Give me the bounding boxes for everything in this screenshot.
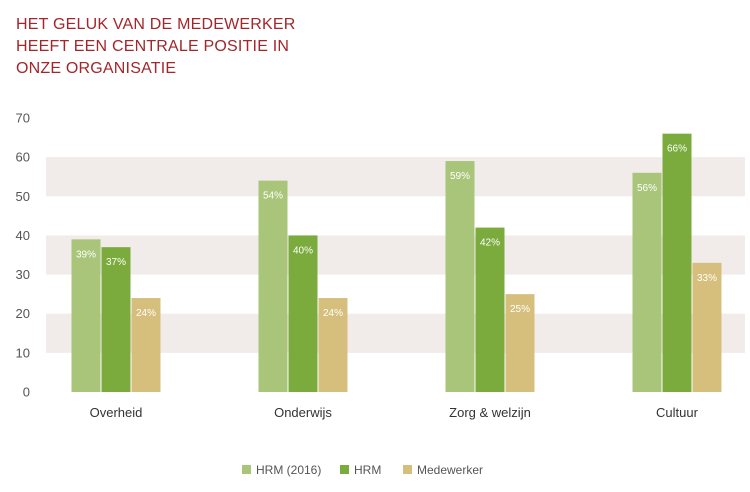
bar bbox=[131, 298, 161, 392]
bar bbox=[288, 235, 318, 392]
category-label: Cultuur bbox=[656, 405, 699, 420]
chart-title: HET GELUK VAN DE MEDEWERKER HEEFT EEN CE… bbox=[16, 14, 416, 80]
bar bbox=[692, 262, 722, 392]
data-label: 25% bbox=[510, 304, 530, 315]
category-label: Onderwijs bbox=[274, 405, 332, 420]
data-label: 42% bbox=[480, 238, 500, 249]
y-tick-label: 10 bbox=[16, 345, 30, 360]
bars: 39% 37% 24% 54% 40% 24% 59% 42% 25% 56% 66% 33% bbox=[71, 133, 722, 392]
chart-title-line-3: ONZE ORGANISATIE bbox=[16, 60, 177, 77]
data-label: 59% bbox=[450, 171, 470, 182]
grid-band bbox=[46, 313, 745, 353]
legend-swatch bbox=[340, 465, 349, 474]
data-label: 24% bbox=[136, 308, 156, 319]
data-label: 37% bbox=[106, 257, 126, 268]
chart-title-line-2: HEEFT EEN CENTRALE POSITIE IN bbox=[16, 38, 290, 55]
legend-label: HRM bbox=[354, 463, 381, 477]
bar bbox=[318, 298, 348, 392]
data-label: 40% bbox=[293, 245, 313, 256]
data-label: 33% bbox=[697, 273, 717, 284]
data-label: 66% bbox=[667, 144, 687, 155]
chart-title-line-1: HET GELUK VAN DE MEDEWERKER bbox=[16, 16, 296, 33]
x-axis: Overheid Onderwijs Zorg & welzijn Cultuur bbox=[90, 405, 699, 420]
bar bbox=[445, 161, 475, 392]
y-tick-label: 30 bbox=[16, 267, 30, 282]
bar bbox=[505, 294, 535, 392]
legend-label: HRM (2016) bbox=[256, 463, 321, 477]
y-tick-label: 0 bbox=[23, 385, 30, 400]
legend-label: Medewerker bbox=[417, 463, 483, 477]
grid-band bbox=[46, 157, 745, 197]
y-tick-label: 50 bbox=[16, 189, 30, 204]
y-tick-label: 40 bbox=[16, 228, 30, 243]
data-label: 54% bbox=[263, 191, 283, 202]
y-tick-label: 20 bbox=[16, 306, 30, 321]
y-tick-label: 70 bbox=[16, 111, 30, 126]
grid-bands bbox=[46, 157, 745, 353]
category-label: Zorg & welzijn bbox=[449, 405, 531, 420]
bar bbox=[662, 133, 692, 392]
bar bbox=[632, 172, 662, 392]
legend-swatch bbox=[242, 465, 251, 474]
bar bbox=[101, 247, 131, 392]
data-label: 56% bbox=[637, 183, 657, 194]
bar bbox=[71, 239, 101, 392]
data-label: 39% bbox=[76, 249, 96, 260]
grid-band bbox=[46, 235, 745, 275]
bar bbox=[258, 180, 288, 392]
bar bbox=[475, 227, 505, 392]
data-label: 24% bbox=[323, 308, 343, 319]
legend: HRM (2016) HRM Medewerker bbox=[242, 463, 483, 477]
y-tick-label: 60 bbox=[16, 150, 30, 165]
legend-swatch bbox=[403, 465, 412, 474]
category-label: Overheid bbox=[90, 405, 143, 420]
y-axis: 0 10 20 30 40 50 60 70 bbox=[16, 111, 30, 400]
